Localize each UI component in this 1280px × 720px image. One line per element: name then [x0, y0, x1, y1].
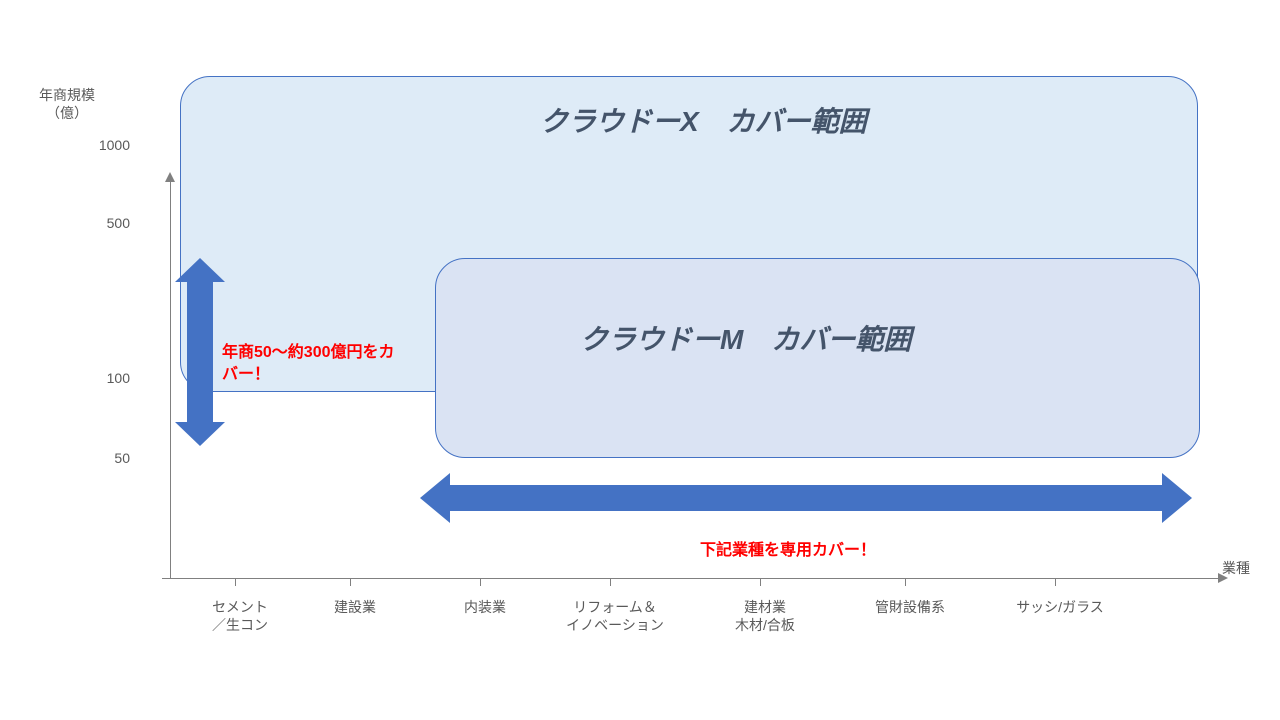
x-tick: [610, 578, 611, 586]
x-category-label: リフォーム＆ イノベーション: [545, 598, 685, 634]
x-tick: [905, 578, 906, 586]
x-category-label: 建材業 木材/合板: [715, 598, 815, 634]
x-tick: [350, 578, 351, 586]
x-category-label: セメント ／生コン: [195, 598, 285, 634]
horizontal-range-arrow: [420, 473, 1192, 523]
x-axis-line: [162, 578, 1218, 579]
y-axis-line: [170, 180, 171, 578]
y-tick-label: 100: [80, 370, 130, 386]
x-tick: [760, 578, 761, 586]
coverage-box-m: [435, 258, 1200, 458]
x-category-label: 内装業: [445, 598, 525, 616]
x-axis-title: 業種: [1222, 558, 1250, 578]
x-category-label: 管財設備系: [855, 598, 965, 616]
x-tick: [1055, 578, 1056, 586]
x-category-label: 建設業: [315, 598, 395, 616]
vertical-arrow-label: 年商50～約300億円をカバー！: [222, 342, 402, 387]
y-tick-label: 500: [80, 215, 130, 231]
coverage-m-label: クラウドーM カバー範囲: [580, 318, 911, 358]
x-category-label: サッシ/ガラス: [1000, 598, 1120, 616]
coverage-x-label: クラウドーX カバー範囲: [540, 100, 867, 140]
vertical-range-arrow: [175, 258, 225, 446]
y-tick-label: 1000: [80, 137, 130, 153]
horizontal-arrow-label: 下記業種を専用カバー！: [700, 540, 876, 562]
y-axis-title: 年商規模 （億）: [22, 86, 112, 122]
x-tick: [480, 578, 481, 586]
x-tick: [235, 578, 236, 586]
y-tick-label: 50: [80, 450, 130, 466]
y-axis-arrowhead: [165, 172, 175, 182]
diagram-stage: 年商規模 （億） 1000 500 100 50 業種 セメント ／生コン 建設…: [0, 0, 1280, 720]
